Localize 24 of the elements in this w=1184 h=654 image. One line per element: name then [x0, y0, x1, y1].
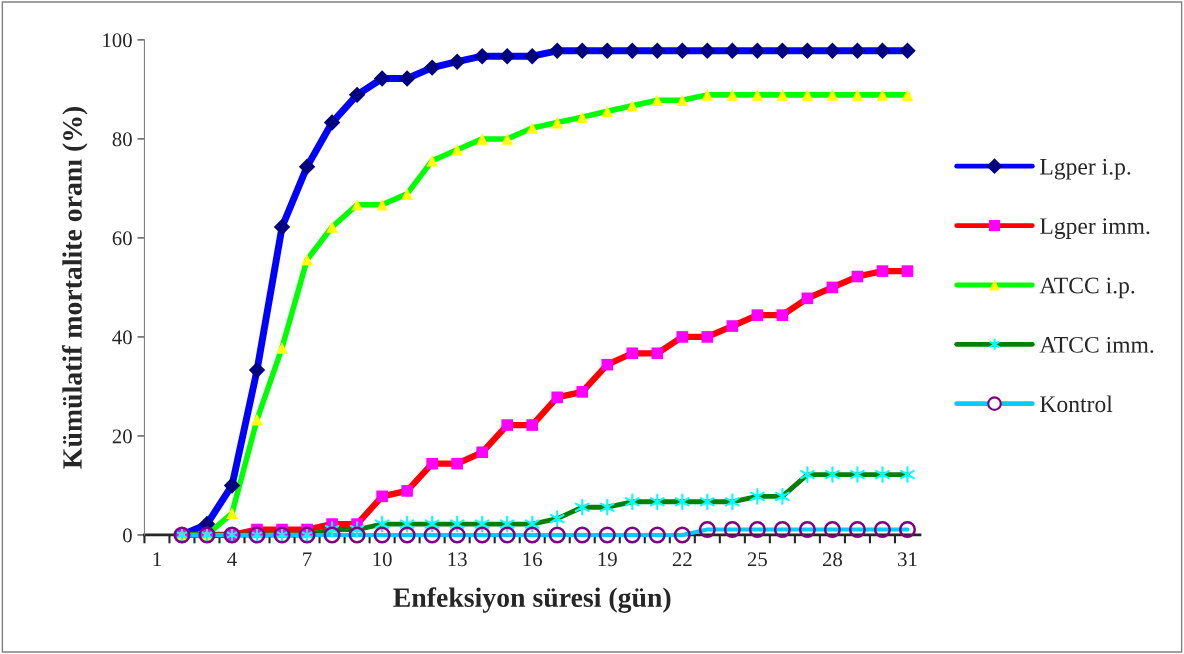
y-tick-label: 20 — [112, 429, 132, 444]
y-tick-label: 40 — [112, 330, 132, 345]
x-tick-label: 1 — [153, 552, 161, 567]
y-tick-label: 100 — [103, 33, 132, 48]
x-tick-label: 10 — [373, 552, 392, 567]
x-axis-title: Enfeksiyon süresi (gün) — [393, 587, 671, 613]
x-tick-label: 4 — [227, 552, 237, 567]
legend-label: Lgper imm. — [1040, 218, 1150, 239]
legend-label: Lgper i.p. — [1040, 158, 1131, 180]
y-axis-title: Kümülatif mortalite oranı (%) — [62, 106, 88, 469]
x-tick-label: 22 — [672, 552, 692, 567]
y-tick-label: 60 — [112, 231, 132, 246]
legend-label: Kontrol — [1040, 395, 1113, 413]
y-tick-label: 0 — [123, 528, 132, 543]
legend-label: ATCC i.p. — [1039, 277, 1135, 299]
x-tick-label: 25 — [747, 552, 767, 567]
legend-label: ATCC imm. — [1039, 336, 1154, 353]
x-tick-label: 28 — [822, 552, 843, 567]
x-tick-label: 7 — [303, 552, 312, 567]
y-tick-label: 80 — [112, 132, 132, 147]
x-tick-label: 19 — [598, 552, 617, 567]
x-tick-label: 31 — [898, 552, 917, 567]
x-tick-label: 16 — [523, 552, 542, 567]
x-tick-label: 13 — [448, 552, 467, 567]
